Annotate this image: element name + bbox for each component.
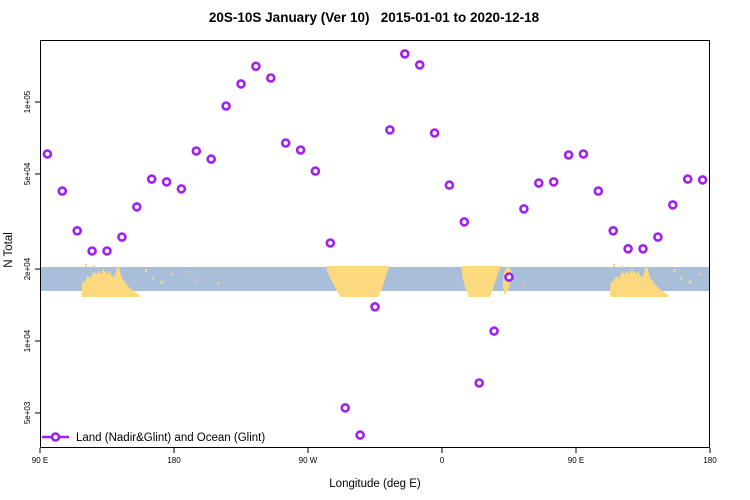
y-tick-label: 5e+04 [23, 162, 32, 185]
data-point [102, 246, 112, 256]
island-speck [523, 284, 526, 286]
x-tick-label: 0 [440, 456, 445, 465]
y-axis-ticks: 1e+05 5e+04 2e+04 1e+04 5e+03 [23, 90, 40, 424]
island-speck [613, 264, 616, 267]
island-speck [92, 265, 95, 268]
y-tick-label: 5e+03 [23, 401, 32, 424]
island-speck [151, 277, 154, 280]
data-point [519, 204, 529, 214]
data-point [146, 174, 157, 184]
data-point [399, 49, 410, 59]
data-point [414, 60, 425, 70]
data-point [310, 166, 321, 176]
data-point [385, 125, 395, 135]
legend-label: Land (Nadir&Glint) and Ocean (Glint) [76, 432, 265, 444]
data-point [206, 154, 216, 164]
land-australia-repeat [610, 265, 669, 297]
data-point [593, 186, 604, 196]
data-point [697, 175, 708, 185]
x-axis-label: Longitude (deg E) [329, 478, 421, 490]
island-speck [84, 264, 87, 267]
data-point [653, 232, 663, 242]
data-point [295, 145, 306, 155]
data-point [355, 430, 365, 440]
data-point [72, 226, 82, 236]
data-point [444, 180, 455, 190]
data-point [429, 128, 440, 138]
island-speck [689, 281, 692, 284]
data-point [533, 178, 544, 188]
island-speck [699, 273, 702, 276]
data-point [221, 101, 231, 111]
island-speck [185, 271, 188, 273]
x-axis-ticks: 90 E 180 90 W 0 90 E 180 [32, 448, 717, 465]
data-points [42, 49, 708, 440]
land-africa [461, 266, 502, 297]
island-speck [621, 265, 624, 268]
y-tick-label: 1e+04 [23, 329, 32, 352]
data-point [474, 378, 485, 388]
data-point [117, 232, 127, 242]
data-point [459, 217, 470, 227]
data-point [578, 149, 589, 159]
y-tick-label: 2e+04 [23, 257, 32, 280]
legend-marker-icon [50, 432, 61, 442]
island-speck [160, 281, 163, 284]
island-speck [171, 273, 173, 276]
data-point [548, 177, 559, 187]
data-point [340, 403, 351, 413]
island-speck [217, 282, 219, 285]
data-point [236, 79, 246, 89]
map-band [40, 264, 710, 297]
data-point [623, 244, 633, 254]
x-tick-label: 180 [703, 456, 717, 465]
data-point [667, 200, 678, 210]
data-point [161, 177, 172, 187]
island-speck [673, 269, 676, 272]
data-point [638, 244, 648, 254]
data-point [176, 184, 187, 194]
data-point [265, 73, 276, 83]
data-point [504, 272, 514, 282]
x-tick-label: 180 [167, 456, 181, 465]
data-point [191, 146, 202, 156]
chart-title: 20S-10S January (Ver 10) 2015-01-01 to 2… [209, 10, 540, 25]
data-point [42, 149, 53, 159]
y-axis-label: N Total [3, 232, 15, 268]
land-south-america [325, 266, 390, 297]
data-point [280, 138, 291, 148]
legend: Land (Nadir&Glint) and Ocean (Glint) [42, 432, 265, 444]
plot-border [40, 40, 710, 448]
island-speck [680, 277, 682, 280]
y-tick-label: 1e+05 [23, 90, 32, 113]
x-tick-label: 90 E [568, 456, 584, 465]
data-point [57, 186, 68, 196]
land-australia [81, 265, 140, 297]
data-point [563, 150, 574, 160]
data-point [370, 301, 380, 312]
data-point [251, 61, 261, 72]
x-tick-label: 90 E [32, 456, 48, 465]
island-speck [196, 279, 198, 282]
data-point [682, 174, 693, 184]
data-point [489, 326, 499, 336]
data-point [325, 238, 336, 248]
island-speck [145, 269, 147, 272]
data-point [608, 226, 619, 236]
data-point [132, 202, 142, 212]
data-point [87, 246, 97, 256]
x-tick-label: 90 W [299, 456, 318, 465]
